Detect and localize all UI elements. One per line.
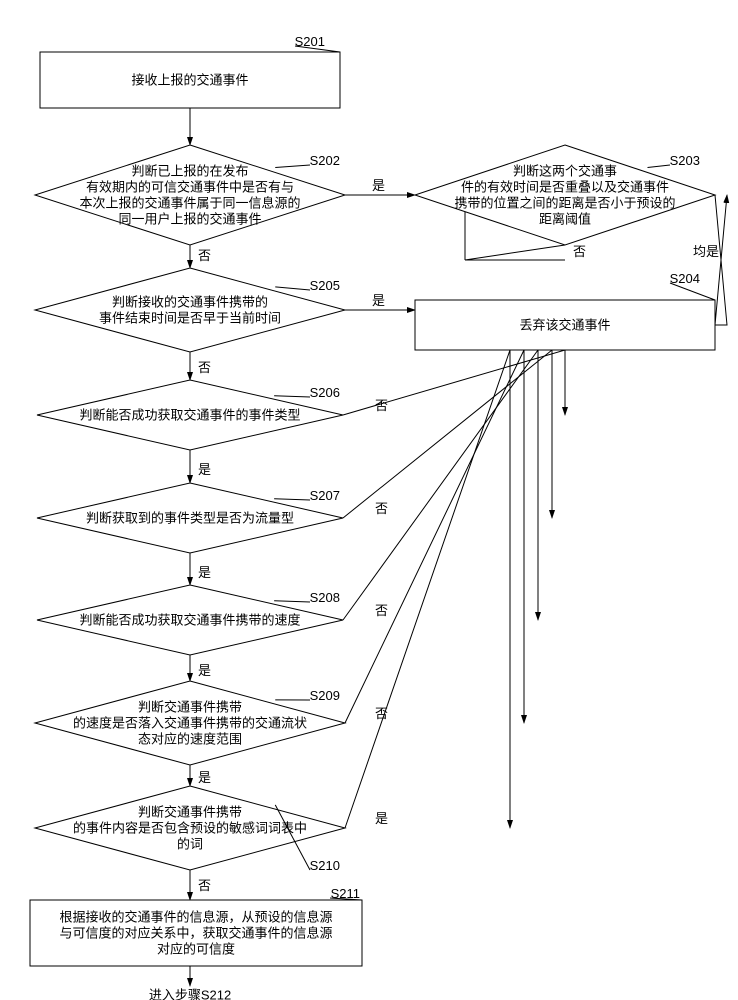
svg-text:本次上报的交通事件属于同一信息源的: 本次上报的交通事件属于同一信息源的 <box>79 195 300 210</box>
edge-label: 是 <box>198 663 211 678</box>
node-s209: 判断交通事件携带的速度是否落入交通事件携带的交通流状态对应的速度范围 <box>35 681 345 765</box>
svg-text:判断交通事件携带: 判断交通事件携带 <box>138 804 242 819</box>
svg-text:丢弃该交通事件: 丢弃该交通事件 <box>519 317 610 332</box>
flow-edge <box>345 350 524 723</box>
node-s205: 判断接收的交通事件携带的事件结束时间是否早于当前时间 <box>35 268 345 352</box>
edge-label: 否 <box>198 248 211 263</box>
step-label-s206: S206 <box>310 385 340 400</box>
step-label-s207: S207 <box>310 488 340 503</box>
step-label-s211: S211 <box>331 886 360 901</box>
edge-label: 否 <box>375 603 388 618</box>
svg-text:判断能否成功获取交通事件携带的速度: 判断能否成功获取交通事件携带的速度 <box>79 612 300 627</box>
node-s211: 根据接收的交通事件的信息源，从预设的信息源与可信度的对应关系中，获取交通事件的信… <box>30 900 362 966</box>
exit-label: 进入步骤S212 <box>149 987 231 1000</box>
svg-text:携带的位置之间的距离是否小于预设的: 携带的位置之间的距离是否小于预设的 <box>454 195 675 210</box>
step-label-s202: S202 <box>310 153 340 168</box>
node-s206: 判断能否成功获取交通事件的事件类型 <box>37 380 343 450</box>
svg-text:有效期内的可信交通事件中是否有与: 有效期内的可信交通事件中是否有与 <box>86 179 294 194</box>
svg-text:事件结束时间是否早于当前时间: 事件结束时间是否早于当前时间 <box>99 310 281 325</box>
step-label-s209: S209 <box>310 688 340 703</box>
svg-text:对应的可信度: 对应的可信度 <box>157 941 235 956</box>
svg-text:态对应的速度范围: 态对应的速度范围 <box>138 731 242 746</box>
svg-text:判断获取到的事件类型是否为流量型: 判断获取到的事件类型是否为流量型 <box>86 510 294 525</box>
edge-label: 否 <box>375 501 388 516</box>
edge-label: 是 <box>372 293 385 308</box>
edge-label: 否 <box>198 878 211 893</box>
svg-text:判断接收的交通事件携带的: 判断接收的交通事件携带的 <box>112 294 268 309</box>
svg-text:同一用户上报的交通事件: 同一用户上报的交通事件 <box>118 211 261 226</box>
step-leader <box>275 287 310 290</box>
svg-text:判断已上报的在发布: 判断已上报的在发布 <box>131 163 248 178</box>
edge-label: 均是 <box>693 244 719 259</box>
node-s208: 判断能否成功获取交通事件携带的速度 <box>37 585 343 655</box>
node-s201: 接收上报的交通事件 <box>40 52 340 108</box>
svg-text:距离阈值: 距离阈值 <box>539 211 591 226</box>
svg-text:的事件内容是否包含预设的敏感词词表中: 的事件内容是否包含预设的敏感词词表中 <box>73 820 307 835</box>
flow-edge <box>343 350 552 518</box>
svg-text:的速度是否落入交通事件携带的交通流状: 的速度是否落入交通事件携带的交通流状 <box>73 715 307 730</box>
node-s202: 判断已上报的在发布有效期内的可信交通事件中是否有与本次上报的交通事件属于同一信息… <box>35 145 345 245</box>
edge-label: 否 <box>198 360 211 375</box>
step-leader <box>274 601 310 602</box>
edge-label: 是 <box>198 770 211 785</box>
svg-text:与可信度的对应关系中，获取交通事件的信息源: 与可信度的对应关系中，获取交通事件的信息源 <box>59 925 332 940</box>
flow-edge <box>465 245 565 260</box>
edge-label: 是 <box>198 462 211 477</box>
step-label-s205: S205 <box>310 278 340 293</box>
svg-text:件的有效时间是否重叠以及交通事件: 件的有效时间是否重叠以及交通事件 <box>461 179 669 194</box>
flow-edge <box>343 350 538 620</box>
flow-edge <box>345 350 510 828</box>
svg-text:判断交通事件携带: 判断交通事件携带 <box>138 699 242 714</box>
edge-label: 是 <box>372 178 385 193</box>
edge-label: 否 <box>573 244 586 259</box>
step-leader <box>648 165 671 168</box>
svg-text:的词: 的词 <box>177 836 203 851</box>
svg-text:接收上报的交通事件: 接收上报的交通事件 <box>131 72 248 87</box>
step-label-s201: S201 <box>295 34 325 49</box>
flow-edge <box>715 195 727 325</box>
node-s204: 丢弃该交通事件 <box>415 300 715 350</box>
step-leader <box>275 165 310 168</box>
step-leader <box>274 499 310 500</box>
svg-text:判断能否成功获取交通事件的事件类型: 判断能否成功获取交通事件的事件类型 <box>79 407 300 422</box>
edge-label: 是 <box>198 565 211 580</box>
node-s207: 判断获取到的事件类型是否为流量型 <box>37 483 343 553</box>
step-label-s208: S208 <box>310 590 340 605</box>
step-label-s204: S204 <box>670 271 700 286</box>
svg-text:判断这两个交通事: 判断这两个交通事 <box>513 163 617 178</box>
step-leader <box>274 396 310 397</box>
node-s210: 判断交通事件携带的事件内容是否包含预设的敏感词词表中的词 <box>35 786 345 870</box>
step-label-s210: S210 <box>310 858 340 873</box>
edge-label: 否 <box>375 398 388 413</box>
flowchart: 是否否均是是否否是否是否是否是是否接收上报的交通事件S201判断已上报的在发布有… <box>0 0 738 1000</box>
step-label-s203: S203 <box>670 153 700 168</box>
svg-text:根据接收的交通事件的信息源，从预设的信息源: 根据接收的交通事件的信息源，从预设的信息源 <box>59 909 332 924</box>
edge-label: 是 <box>375 811 388 826</box>
